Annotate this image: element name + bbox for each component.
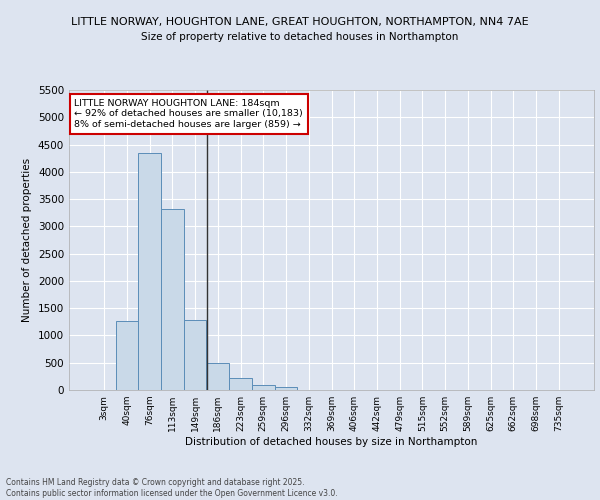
Bar	[252, 386, 275, 390]
Bar	[184, 320, 206, 390]
Bar	[229, 378, 252, 390]
Bar	[275, 387, 298, 390]
Text: LITTLE NORWAY, HOUGHTON LANE, GREAT HOUGHTON, NORTHAMPTON, NN4 7AE: LITTLE NORWAY, HOUGHTON LANE, GREAT HOUG…	[71, 18, 529, 28]
Bar	[206, 362, 229, 390]
Bar	[139, 152, 161, 390]
Text: Size of property relative to detached houses in Northampton: Size of property relative to detached ho…	[142, 32, 458, 42]
Text: Contains HM Land Registry data © Crown copyright and database right 2025.
Contai: Contains HM Land Registry data © Crown c…	[6, 478, 338, 498]
Y-axis label: Number of detached properties: Number of detached properties	[22, 158, 32, 322]
Text: LITTLE NORWAY HOUGHTON LANE: 184sqm
← 92% of detached houses are smaller (10,183: LITTLE NORWAY HOUGHTON LANE: 184sqm ← 92…	[74, 99, 303, 129]
Bar	[161, 210, 184, 390]
X-axis label: Distribution of detached houses by size in Northampton: Distribution of detached houses by size …	[185, 437, 478, 447]
Bar	[116, 320, 139, 390]
